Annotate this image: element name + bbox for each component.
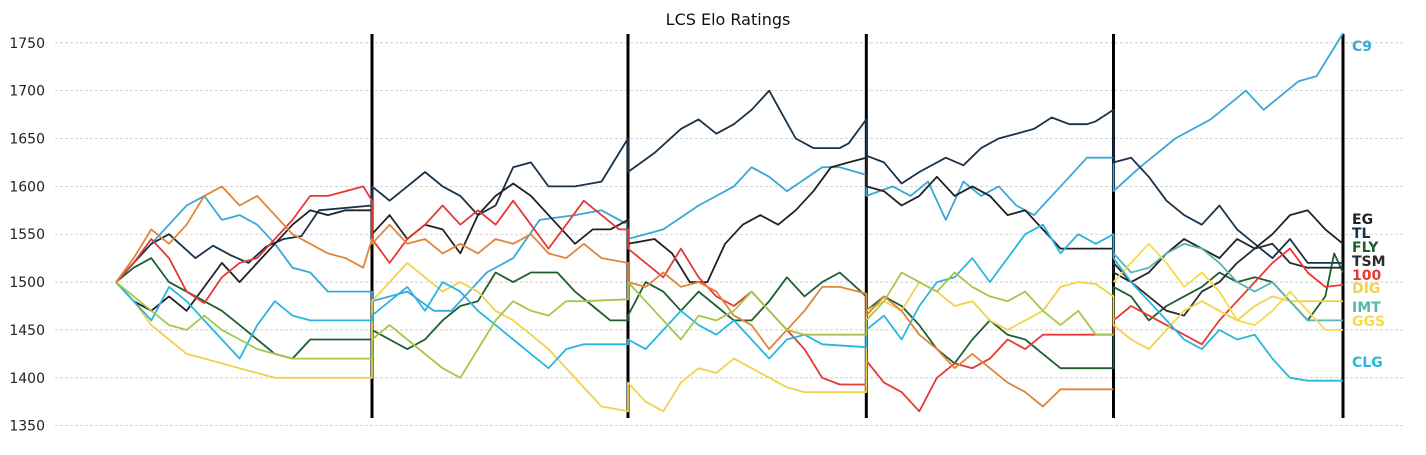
series-line-ggs [1112,242,1343,331]
end-label-eg: EG [1352,212,1373,228]
series-line-100 [115,185,1344,413]
y-tick-label: 1650 [9,132,45,148]
y-tick-label: 1700 [9,84,45,100]
series-line-other2 [115,271,1114,379]
series-line-other1 [115,185,1114,408]
end-label-tl: TL [1352,226,1371,242]
y-tick-label: 1450 [9,323,45,339]
end-label-c9: C9 [1352,39,1372,55]
series-line-imt [1112,242,1343,322]
season-separators [370,34,1345,418]
series-line-clg [115,223,1343,382]
y-tick-label: 1750 [9,36,45,52]
chart-title: LCS Elo Ratings [666,10,791,29]
end-label-ggs: GGS [1352,314,1385,330]
series-line-eg [115,156,1344,312]
grid-layer [55,42,1405,427]
y-tick-label: 1350 [9,419,45,435]
y-axis-ticks: 1350 1400 1450 1500 1550 1600 1650 1700 1750 [9,36,45,435]
y-tick-label: 1550 [9,227,45,243]
end-label-clg: CLG [1352,355,1383,371]
end-label-100: 100 [1352,268,1381,284]
y-tick-label: 1400 [9,371,45,387]
end-label-tsm: TSM [1352,254,1386,270]
end-label-imt: IMT [1352,300,1381,316]
y-tick-label: 1500 [9,275,45,291]
series-line-dig [115,261,1343,413]
end-label-fly: FLY [1352,240,1379,256]
end-label-dig: DIG [1352,281,1380,297]
series-line-c9 [115,32,1344,312]
series-lines [115,32,1344,413]
y-tick-label: 1600 [9,179,45,195]
